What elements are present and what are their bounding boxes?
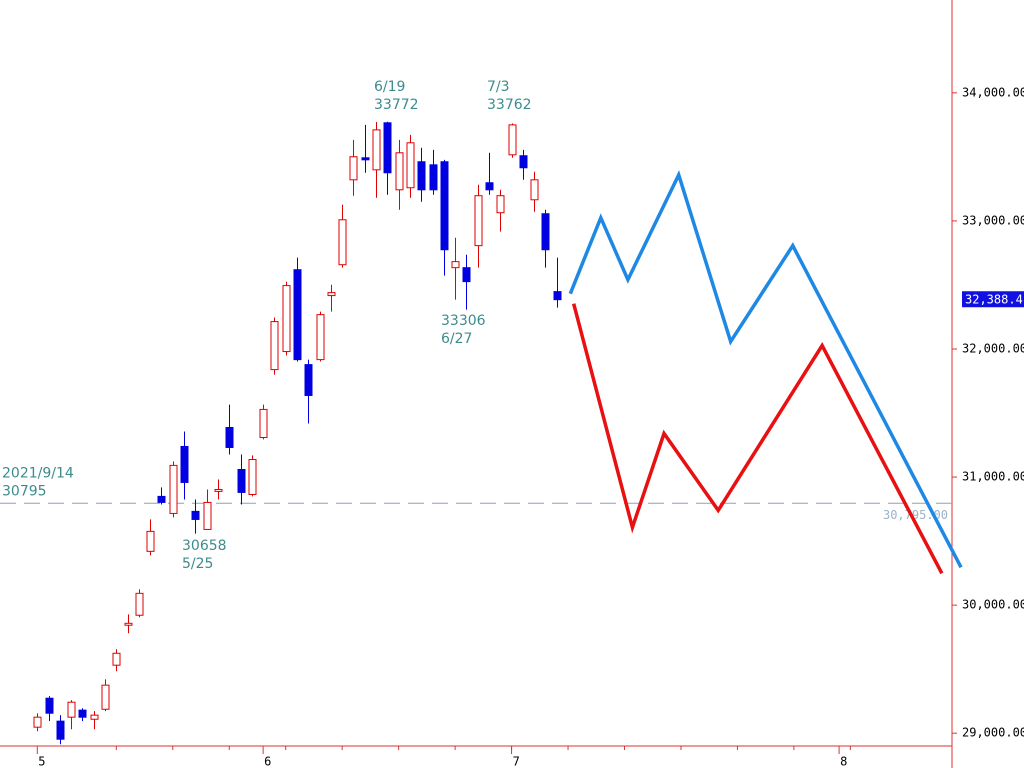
candle-body	[33, 716, 42, 728]
candle-body	[417, 161, 426, 191]
y-tick-label: 30,000.00	[962, 598, 1024, 612]
candle-body	[203, 501, 212, 530]
projection-line	[571, 303, 944, 575]
candle-body	[406, 142, 415, 189]
candle-body	[451, 261, 460, 269]
candle-body	[282, 285, 291, 353]
candle-body	[304, 364, 313, 396]
candle-body	[541, 213, 550, 251]
y-tick-label: 29,000.00	[962, 726, 1024, 740]
candle-body	[270, 321, 279, 371]
reference-date: 2021/9/14	[2, 465, 74, 481]
y-tick-label: 32,000.00	[962, 341, 1024, 355]
candle-body	[293, 269, 302, 361]
candle-body	[474, 195, 483, 247]
candle-body	[191, 510, 200, 520]
candle-body	[259, 408, 268, 438]
candle-body	[553, 291, 562, 301]
annotation: 33772	[374, 97, 419, 113]
candle-body	[496, 195, 505, 214]
annotation: 5/25	[182, 556, 213, 572]
annotation: 6/27	[441, 331, 472, 347]
annotation: 6/19	[374, 79, 405, 95]
candle-body	[349, 156, 358, 181]
candle-body	[180, 445, 189, 483]
candle-body	[90, 714, 99, 720]
candle-body	[248, 459, 257, 495]
x-tick-label: 8	[840, 755, 847, 768]
candle-body	[508, 124, 517, 156]
y-tick-label: 31,000.00	[962, 470, 1024, 484]
candle-body	[395, 152, 404, 191]
candle-body	[383, 122, 392, 174]
candle-body	[157, 495, 166, 503]
candle-body	[429, 164, 438, 191]
reference-text: 30795	[2, 483, 47, 499]
candle-body	[327, 292, 336, 297]
candle-body	[67, 701, 76, 718]
x-tick-label: 6	[264, 755, 271, 768]
candle-body	[112, 652, 121, 666]
candle-body	[78, 709, 87, 718]
y-tick-label: 33,000.00	[962, 213, 1024, 227]
candle-body	[45, 697, 54, 714]
annotation: 7/3	[487, 79, 510, 95]
candle-body	[101, 684, 110, 710]
candle-body	[519, 155, 528, 169]
candle-body	[530, 179, 539, 201]
candle-body	[462, 267, 471, 283]
candle-body	[440, 161, 449, 251]
candle-body	[485, 182, 494, 191]
candle-body	[135, 592, 144, 616]
last-price-label: 32,388.4	[965, 293, 1023, 307]
candle-body	[372, 129, 381, 171]
x-tick-label: 5	[38, 755, 45, 768]
candle-body	[237, 468, 246, 493]
projection-line	[568, 170, 963, 569]
candle-body	[361, 157, 370, 161]
candle-body	[56, 720, 65, 740]
candle-body	[124, 622, 133, 626]
candle-body	[225, 426, 234, 448]
y-tick-label: 34,000.00	[962, 85, 1024, 99]
x-tick-label: 7	[513, 755, 520, 768]
last-price-box	[962, 291, 1024, 308]
annotation: 33306	[441, 313, 486, 329]
candle-body	[214, 488, 223, 492]
candle-body	[316, 314, 325, 361]
candle-body	[146, 530, 155, 552]
annotation: 30658	[182, 538, 227, 554]
candle-body	[338, 219, 347, 266]
annotation: 33762	[487, 97, 532, 113]
candle-body	[169, 464, 178, 514]
